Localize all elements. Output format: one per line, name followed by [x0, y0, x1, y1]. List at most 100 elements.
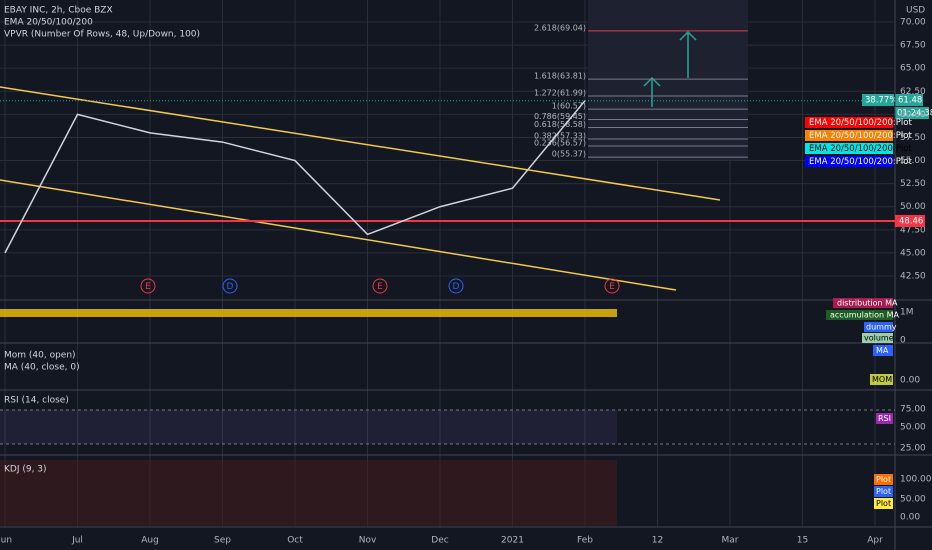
pane-title: KDJ (9, 3) [4, 465, 47, 475]
x-tick-label: Apr [867, 536, 883, 546]
change-tag-text: 38.77% [865, 96, 897, 106]
event-label: D [227, 282, 234, 292]
y-tick-label: 42.50 [900, 271, 926, 281]
legend-box [873, 345, 893, 356]
x-tick-label: Feb [577, 536, 593, 546]
pane-tick: 100.00 [900, 475, 932, 485]
x-tick-label: Nov [359, 536, 377, 546]
fib-label: 2.618(69.04) [534, 23, 586, 32]
fib-label: 1(60.57) [552, 102, 586, 111]
fib-region [588, 0, 748, 160]
indicator-label: EMA 20/50/100/200 [4, 18, 93, 28]
x-tick-label: 2021 [501, 536, 524, 546]
ema-tag-text: EMA 20/50/100/200:Plot [809, 118, 912, 128]
ema-tag [805, 117, 893, 128]
currency: USD [906, 6, 925, 16]
legend-box [874, 486, 893, 497]
pane-label: dummy [866, 323, 897, 332]
x-tick-label: Sep [214, 536, 231, 546]
ema-tag-text: EMA 20/50/100/200:Plot [809, 157, 912, 167]
ema-tag-text: EMA 20/50/100/200:Plot [809, 131, 912, 141]
y-tick-label: 65.00 [900, 64, 926, 74]
y-tick-label: 55.00 [900, 156, 926, 166]
fib-label: 1.618(63.81) [534, 72, 586, 81]
pane-label: Plot [876, 499, 891, 508]
fib-label: 0.236(56.57) [534, 139, 586, 148]
y-tick-label: 47.50 [900, 225, 926, 235]
target-arrow [679, 30, 697, 78]
legend-box [876, 413, 893, 424]
y-tick-label: 45.00 [900, 248, 926, 258]
support-tag-text: 48.46 [899, 216, 923, 226]
pane-label: MA [876, 346, 889, 355]
ema-tag [805, 143, 893, 154]
legend-box [874, 498, 893, 509]
event-label: E [609, 282, 615, 292]
legend-box [864, 322, 893, 332]
legend-box [862, 333, 893, 343]
fib-label: 0(55.37) [552, 150, 586, 159]
pane-title: MA (40, close, 0) [4, 363, 80, 373]
legend-box [874, 474, 893, 485]
x-tick-label: Oct [287, 536, 303, 546]
x-tick-label: Jul [71, 536, 83, 546]
x-tick-label: Jun [0, 536, 12, 546]
y-tick-label: 70.00 [900, 18, 926, 28]
pane-tick: 50.00 [900, 495, 926, 505]
x-tick-label: 12 [652, 536, 663, 546]
support-tag [895, 214, 925, 227]
pane-tick: 50.00 [900, 423, 926, 433]
fib-label: 0.382(57.33) [534, 132, 586, 141]
pane-label: Plot [876, 487, 891, 496]
countdown-text: 01:24:38 [897, 109, 932, 119]
y-tick-label: 50.00 [900, 202, 926, 212]
pane-tick: 0.00 [900, 376, 920, 386]
channel-lower [0, 179, 677, 291]
legend-box [833, 298, 893, 308]
event-marker [604, 278, 620, 294]
price-line [4, 100, 586, 254]
pane-label: volume [864, 334, 894, 343]
pane-label: distribution MA [837, 299, 898, 308]
event-marker [448, 278, 464, 294]
rsi-band [0, 410, 617, 444]
ema-tag [805, 156, 893, 167]
pane-title: RSI (14, close) [4, 396, 69, 406]
y-tick-label: 67.50 [900, 41, 926, 51]
channel-upper [0, 86, 721, 201]
last-price-tag [895, 94, 923, 106]
pane-title: Mom (40, open) [4, 351, 76, 361]
event-marker [222, 278, 238, 294]
y-tick-label: 62.50 [900, 87, 926, 97]
event-marker [372, 278, 388, 294]
ema-tag-text: EMA 20/50/100/200:Plot [809, 144, 912, 154]
volume-strip [0, 309, 617, 317]
event-label: E [377, 282, 383, 292]
event-label: D [453, 282, 460, 292]
y-tick-label: 57.50 [900, 133, 926, 143]
target-arrow [643, 76, 661, 107]
y-tick-label: 60.00 [900, 110, 926, 120]
pane-tick: 0.00 [900, 513, 920, 523]
pane-tick: 1M [900, 308, 914, 318]
legend-box [870, 374, 893, 385]
countdown-tag [895, 107, 929, 119]
fib-label: 1.272(61.99) [534, 88, 586, 97]
fib-label: 0.618(58.58) [534, 120, 586, 129]
pane-label: accumulation MA [830, 311, 900, 320]
pane-tick: 25.00 [900, 444, 926, 454]
x-tick-label: 15 [797, 536, 808, 546]
last-price-text: 61.48 [898, 96, 922, 106]
x-tick-label: Aug [141, 536, 159, 546]
ema-tag [805, 130, 893, 141]
event-marker [140, 278, 156, 294]
pane-label: Plot [876, 475, 891, 484]
pane-label: RSI [878, 414, 891, 423]
event-label: E [145, 282, 151, 292]
x-tick-label: Mar [722, 536, 739, 546]
pane-tick: 0 [900, 336, 906, 346]
x-tick-label: Dec [431, 536, 448, 546]
symbol-title: EBAY INC, 2h, Cboe BZX [4, 6, 113, 16]
y-tick-label: 52.50 [900, 179, 926, 189]
